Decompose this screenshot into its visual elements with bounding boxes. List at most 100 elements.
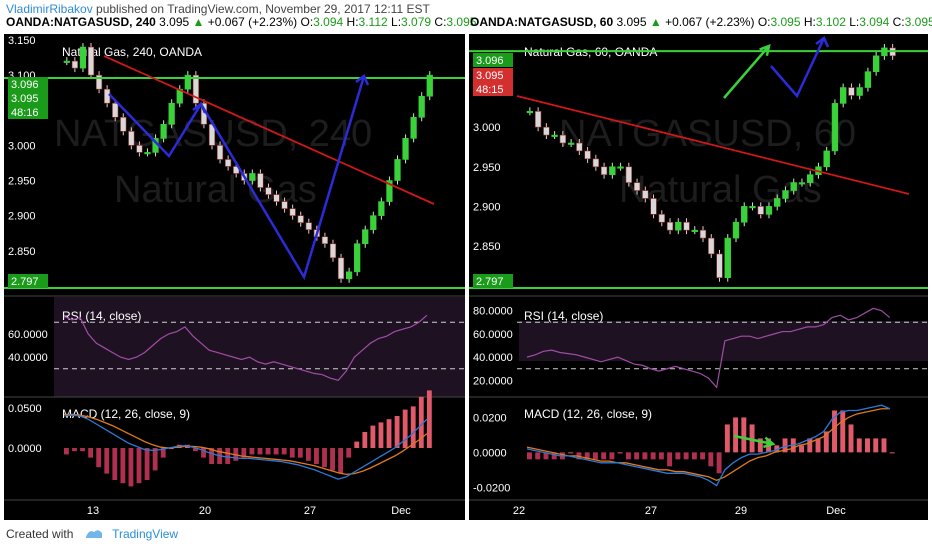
tradingview-link[interactable]: TradingView — [112, 527, 179, 541]
candle — [633, 182, 641, 191]
macd-histogram-bar — [273, 448, 279, 455]
candle — [337, 257, 345, 280]
time-tick-label: 27 — [304, 505, 316, 517]
price-label-box — [8, 91, 48, 105]
price-label-box — [8, 77, 48, 91]
time-tick-label: 13 — [87, 505, 99, 517]
candle — [249, 173, 256, 181]
author-link[interactable]: VladimirRibakov — [6, 2, 93, 16]
candle — [576, 142, 583, 152]
rsi-tick-label: 60.0000 — [8, 329, 48, 341]
price-tick-label: 3.000 — [473, 122, 501, 134]
price-tick-label: 2.900 — [8, 211, 36, 223]
macd-histogram-bar — [873, 438, 879, 453]
macd-histogram-bar — [257, 448, 263, 455]
macd-histogram-bar — [289, 448, 295, 458]
macd-signal-line — [526, 408, 890, 481]
macd-histogram-bar — [757, 438, 763, 453]
price-tick-label: 3.000 — [8, 140, 36, 152]
arrow-head-icon — [763, 436, 776, 449]
candle — [650, 198, 657, 215]
macd-histogram-bar — [314, 448, 319, 464]
macd-histogram-bar — [249, 448, 255, 455]
time-tick-label: Dec — [391, 505, 411, 517]
price-tick-label: 2.900 — [473, 201, 501, 213]
candle — [872, 55, 880, 72]
time-tick-label: 29 — [735, 505, 747, 517]
chart2-panel[interactable]: NATGASUSD, 60 Natural Gas Natural Gas, 6… — [469, 34, 928, 520]
macd-histogram-bar — [346, 448, 352, 458]
candle — [289, 208, 296, 216]
macd-histogram-bar — [144, 448, 150, 480]
macd-histogram-bar — [136, 448, 142, 484]
macd-histogram-bar — [120, 448, 126, 484]
macd-histogram-bar — [642, 452, 648, 460]
macd-tick-label: 0.0500 — [8, 403, 42, 415]
candle — [410, 116, 417, 139]
macd-histogram-bar — [658, 452, 664, 460]
price-label-text: 3.096 — [11, 79, 39, 91]
green-arrow[interactable] — [723, 45, 770, 99]
trend-line[interactable] — [103, 55, 435, 205]
price-label-text: 3.095 — [11, 93, 39, 105]
macd-histogram-bar — [394, 416, 400, 448]
trend-line[interactable] — [516, 95, 910, 195]
macd-tick-label: 0.0000 — [473, 447, 507, 459]
candle — [675, 221, 682, 231]
chart2-watermark-symbol: NATGASUSD, 60 — [559, 113, 856, 155]
price-tick-label: 3.150 — [8, 35, 36, 47]
green-arrow[interactable] — [733, 434, 774, 446]
arrow-head-icon — [192, 102, 207, 114]
macd-histogram-bar — [625, 452, 631, 460]
chart1-l-value: 3.079 — [401, 15, 432, 29]
candle — [305, 222, 312, 230]
macd-histogram-bar — [749, 424, 755, 453]
macd-histogram-bar — [265, 448, 271, 455]
macd-histogram-bar — [716, 452, 722, 474]
chart2-header: OANDA:NATGASUSD, 60 3.095 ▲ +0.067 (+2.2… — [470, 15, 932, 29]
chart2-svg[interactable]: NATGASUSD, 60 Natural Gas Natural Gas, 6… — [469, 34, 928, 520]
candle — [526, 111, 534, 114]
candle — [807, 174, 814, 183]
candle — [79, 46, 87, 69]
candle — [543, 126, 550, 136]
macd-histogram-bar — [782, 438, 788, 453]
chart2-h-label: H: — [803, 15, 816, 29]
macd-histogram-bar — [225, 448, 231, 464]
tradingview-logo-icon[interactable] — [85, 527, 103, 542]
macd-histogram-bar — [724, 424, 730, 453]
rsi-line — [63, 314, 428, 382]
macd-histogram-bar — [601, 452, 607, 460]
chart2-rsi-title: RSI (14, close) — [524, 309, 603, 323]
price-tick-label: 2.950 — [473, 162, 501, 174]
candle — [418, 95, 425, 118]
chart2-price: 3.095 — [616, 15, 647, 29]
up-arrow-icon: ▲ — [649, 15, 662, 29]
macd-histogram-bar — [881, 438, 887, 453]
macd-histogram-bar — [535, 452, 541, 460]
macd-histogram-bar — [305, 448, 311, 461]
chart2-symbol[interactable]: OANDA:NATGASUSD, 60 — [470, 15, 614, 29]
candle — [864, 71, 872, 88]
chart1-rsi-band — [54, 297, 465, 397]
chart1-symbol[interactable]: OANDA:NATGASUSD, 240 — [6, 15, 156, 29]
publish-info: VladimirRibakov published on TradingView… — [6, 2, 430, 16]
candle — [321, 236, 329, 245]
macd-histogram-bar — [104, 448, 110, 474]
candle — [329, 243, 337, 259]
macd-signal-line — [64, 413, 428, 476]
price-label-text: 2.797 — [476, 276, 504, 288]
macd-histogram-bar — [201, 448, 206, 458]
candle — [551, 134, 558, 137]
chart1-panel[interactable]: NATGASUSD, 240 Natural Gas Natural Gas, … — [4, 34, 465, 520]
candle — [790, 182, 797, 191]
macd-histogram-bar — [527, 452, 532, 460]
candle — [120, 116, 127, 132]
macd-histogram-bar — [823, 431, 829, 453]
chart1-svg[interactable]: NATGASUSD, 240 Natural Gas Natural Gas, … — [4, 34, 465, 520]
candle — [724, 237, 731, 278]
macd-histogram-bar — [584, 452, 590, 460]
chart1-h-value: 3.112 — [358, 15, 388, 29]
chart1-l-label: L: — [391, 15, 402, 29]
blue-path-drawing[interactable] — [770, 37, 826, 99]
